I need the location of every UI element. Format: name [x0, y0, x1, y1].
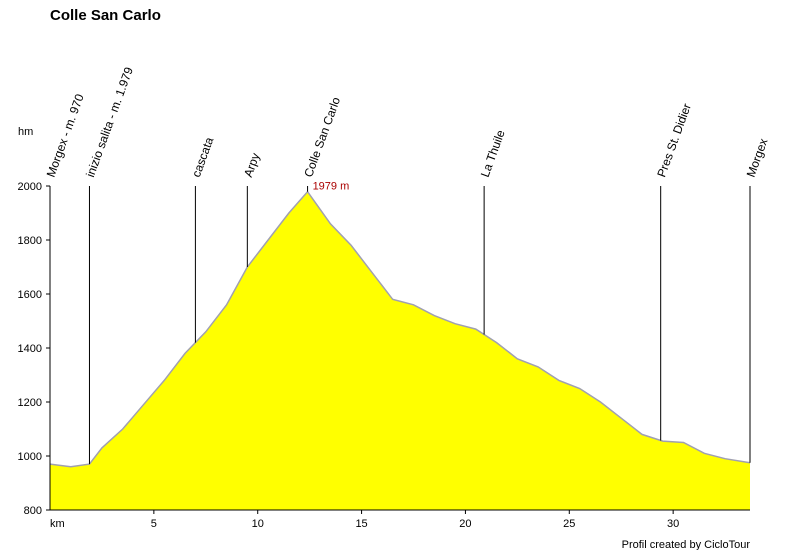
y-tick-label: 1000 — [18, 451, 42, 463]
footer: Profil created by CicloTour — [622, 539, 751, 550]
y-tick-label: 1600 — [18, 289, 42, 301]
peak-label: 1979 m — [313, 181, 350, 193]
x-tick-label: 10 — [252, 518, 264, 530]
profile-line — [49, 190, 751, 468]
x-tick-label: 25 — [563, 518, 575, 530]
y-tick-label: 1400 — [18, 343, 42, 355]
x-tick-label: 5 — [151, 518, 157, 530]
y-axis-label: hm — [18, 126, 33, 138]
waypoint-label: inizio salita - m. 1.979 — [83, 65, 136, 179]
x-axis-label: km — [50, 518, 65, 530]
y-tick-label: 1200 — [18, 397, 42, 409]
waypoint-label: Colle San Carlo — [301, 95, 343, 179]
waypoint-label: La Thuile — [478, 128, 508, 179]
x-tick-label: 15 — [355, 518, 367, 530]
area-fill — [50, 191, 750, 511]
y-tick-label: 800 — [24, 505, 42, 517]
waypoint-label: Arpy — [241, 151, 263, 179]
y-tick-label: 2000 — [18, 181, 42, 193]
waypoint-label: Morgex — [744, 137, 771, 179]
y-tick-label: 1800 — [18, 235, 42, 247]
chart-title: Colle San Carlo — [50, 7, 161, 24]
waypoint-label: Pres St. Didier — [654, 102, 694, 179]
x-tick-label: 30 — [667, 518, 679, 530]
waypoint-label: Morgex - m. 970 — [44, 92, 87, 179]
waypoint-label: cascata — [189, 135, 216, 179]
x-tick-label: 20 — [459, 518, 471, 530]
